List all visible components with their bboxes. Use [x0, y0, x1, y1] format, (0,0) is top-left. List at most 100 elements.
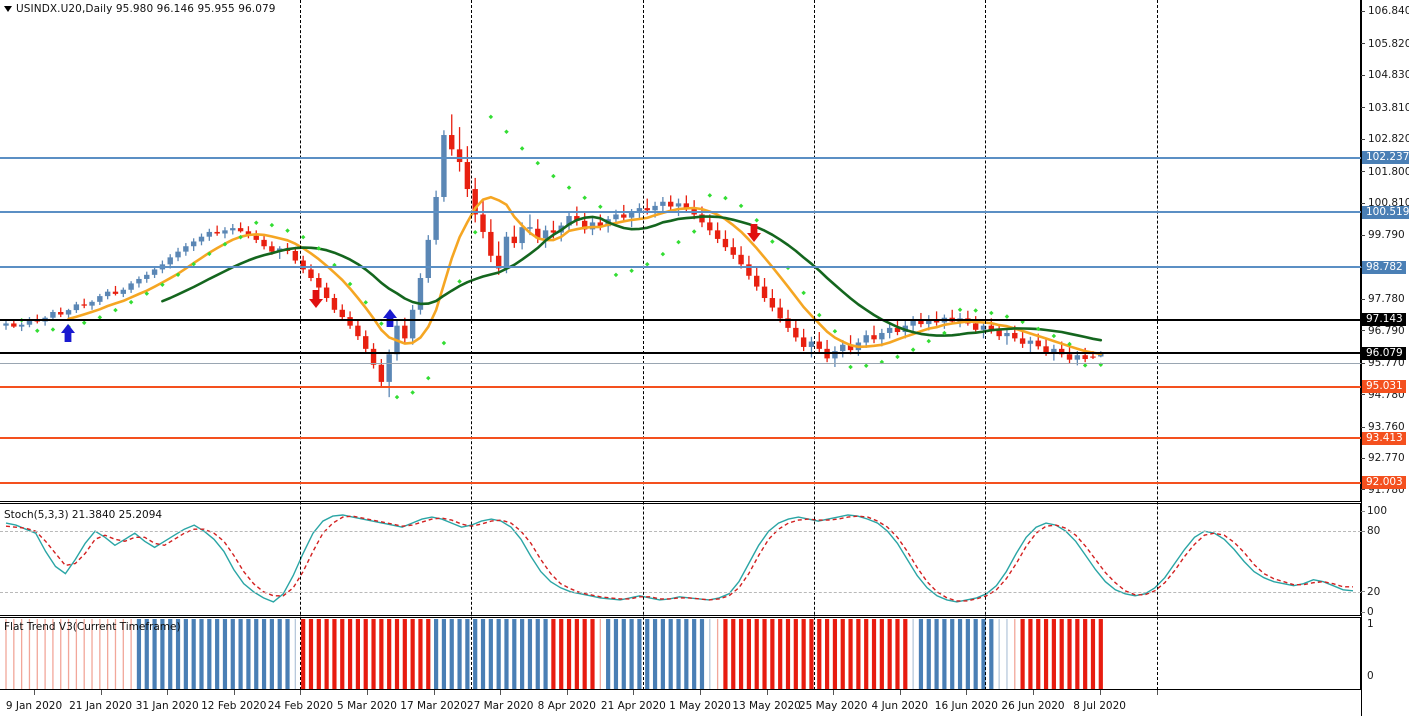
candle-body[interactable] — [707, 222, 713, 231]
candle-body[interactable] — [910, 320, 916, 326]
candle-body[interactable] — [355, 325, 361, 337]
candle-body[interactable] — [495, 255, 502, 269]
candle-body[interactable] — [714, 230, 721, 239]
candle-body[interactable] — [370, 348, 377, 365]
price-level-badge[interactable]: 98.782 — [1362, 260, 1406, 274]
candle-body[interactable] — [1059, 348, 1065, 355]
candle-body[interactable] — [566, 216, 572, 226]
candle-body[interactable] — [613, 214, 619, 220]
candle-body[interactable] — [206, 231, 213, 237]
candle-body[interactable] — [996, 330, 1002, 337]
candle-body[interactable] — [972, 323, 979, 330]
price-level-line[interactable] — [0, 156, 1361, 159]
price-level-badge[interactable]: 100.519 — [1362, 205, 1409, 219]
candle-body[interactable] — [1019, 338, 1026, 344]
candle-body[interactable] — [800, 337, 807, 347]
candle-body[interactable] — [151, 269, 158, 275]
candle-body[interactable] — [316, 278, 322, 288]
candle-body[interactable] — [128, 283, 134, 290]
candle-body[interactable] — [253, 235, 259, 240]
candle-body[interactable] — [402, 325, 408, 339]
price-level-badge[interactable]: 93.413 — [1362, 431, 1406, 445]
candle-body[interactable] — [363, 336, 369, 349]
candle-body[interactable] — [574, 216, 580, 221]
price-axis[interactable]: 106.840 105.820 104.830 103.810 102.820 101.8… — [1361, 0, 1409, 716]
candle-body[interactable] — [104, 291, 111, 297]
candle-body[interactable] — [441, 135, 447, 197]
candle-body[interactable] — [542, 230, 549, 239]
candle-body[interactable] — [879, 332, 885, 340]
candle-body[interactable] — [183, 246, 189, 252]
candle-body[interactable] — [988, 325, 995, 331]
candle-body[interactable] — [222, 230, 228, 234]
buy-signal-arrow-icon[interactable] — [383, 309, 397, 327]
candle-body[interactable] — [785, 318, 791, 328]
candle-body[interactable] — [527, 227, 533, 229]
candle-body[interactable] — [926, 319, 932, 325]
candle-body[interactable] — [269, 246, 275, 252]
candle-body[interactable] — [832, 351, 838, 359]
candle-body[interactable] — [1035, 340, 1041, 347]
price-level-line[interactable] — [0, 352, 1361, 355]
candle-body[interactable] — [50, 312, 56, 318]
candle-body[interactable] — [621, 214, 627, 218]
candle-body[interactable] — [144, 274, 150, 279]
candle-body[interactable] — [425, 239, 431, 279]
candle-body[interactable] — [245, 231, 252, 236]
candle-body[interactable] — [847, 344, 854, 351]
candle-body[interactable] — [300, 260, 306, 270]
candle-body[interactable] — [237, 228, 244, 232]
candle-body[interactable] — [761, 286, 768, 299]
candle-body[interactable] — [894, 327, 901, 333]
candle-body[interactable] — [230, 228, 236, 231]
candle-body[interactable] — [456, 149, 463, 163]
candle-body[interactable] — [190, 241, 197, 247]
candle-body[interactable] — [331, 298, 338, 310]
candle-body[interactable] — [1043, 346, 1049, 353]
candle-body[interactable] — [175, 251, 181, 258]
candle-body[interactable] — [378, 364, 385, 382]
candle-body[interactable] — [409, 309, 416, 339]
candle-body[interactable] — [1012, 332, 1018, 339]
price-level-line[interactable] — [0, 266, 1361, 269]
candle-body[interactable] — [738, 254, 744, 265]
candle-body[interactable] — [550, 230, 557, 233]
candle-body[interactable] — [167, 257, 173, 265]
candle-body[interactable] — [918, 320, 924, 325]
candle-body[interactable] — [519, 227, 525, 244]
candle-body[interactable] — [18, 324, 25, 327]
candle-body[interactable] — [449, 135, 455, 150]
candle-body[interactable] — [472, 189, 478, 215]
flat-trend-panel[interactable] — [0, 617, 1361, 690]
candle-body[interactable] — [1074, 355, 1081, 360]
buy-signal-arrow-icon[interactable] — [61, 324, 75, 342]
candle-body[interactable] — [1027, 340, 1034, 344]
candle-body[interactable] — [11, 323, 17, 327]
candle-body[interactable] — [433, 196, 439, 240]
candle-body[interactable] — [535, 228, 541, 239]
sell-signal-arrow-icon[interactable] — [309, 290, 323, 308]
price-level-line[interactable] — [0, 437, 1361, 440]
candle-body[interactable] — [840, 344, 846, 352]
candle-body[interactable] — [644, 208, 650, 211]
candle-body[interactable] — [3, 323, 9, 326]
price-level-line[interactable] — [0, 318, 1361, 321]
candle-body[interactable] — [933, 319, 940, 323]
candle-body[interactable] — [886, 327, 893, 333]
candle-body[interactable] — [581, 220, 588, 230]
candle-body[interactable] — [980, 325, 987, 330]
candle-body[interactable] — [777, 307, 783, 319]
collapse-caret-icon[interactable] — [4, 6, 12, 12]
candle-body[interactable] — [597, 222, 604, 227]
candle-body[interactable] — [793, 327, 799, 338]
candle-body[interactable] — [120, 289, 126, 294]
candle-body[interactable] — [722, 238, 729, 248]
candle-body[interactable] — [746, 264, 752, 276]
candle-body[interactable] — [112, 291, 119, 294]
candle-body[interactable] — [198, 236, 205, 242]
candle-body[interactable] — [816, 341, 822, 349]
candle-body[interactable] — [503, 236, 510, 269]
candle-body[interactable] — [1004, 332, 1010, 337]
candle-body[interactable] — [754, 275, 760, 287]
candle-body[interactable] — [292, 251, 299, 261]
